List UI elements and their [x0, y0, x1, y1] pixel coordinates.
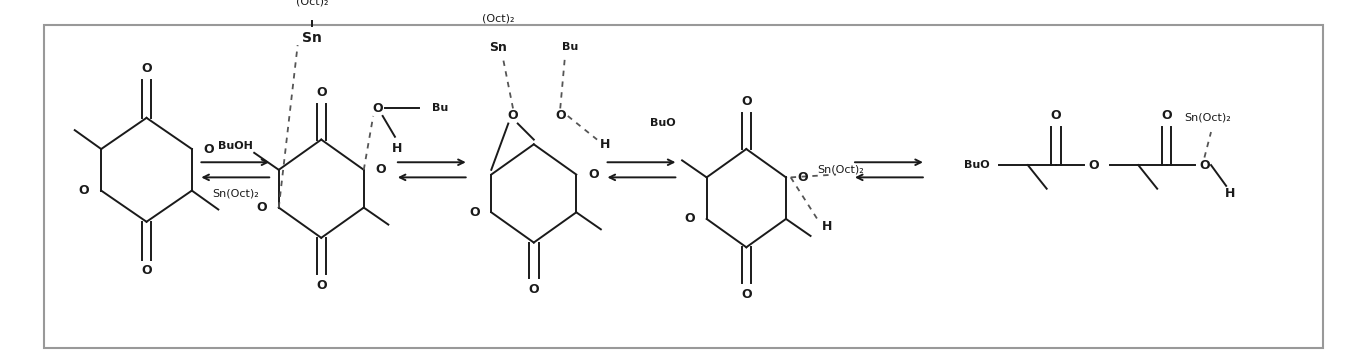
Text: O: O — [1199, 159, 1210, 172]
FancyBboxPatch shape — [44, 25, 1323, 348]
Text: O: O — [798, 171, 808, 184]
Text: O: O — [141, 62, 152, 75]
Text: O: O — [529, 283, 539, 296]
Text: Sn(Oct)₂: Sn(Oct)₂ — [1184, 113, 1230, 123]
Text: O: O — [376, 163, 385, 176]
Text: O: O — [507, 109, 518, 122]
Text: BuO: BuO — [964, 160, 990, 170]
Text: O: O — [741, 288, 752, 301]
Text: H: H — [391, 142, 402, 155]
Text: Sn: Sn — [302, 30, 321, 45]
Text: BuO: BuO — [651, 118, 677, 127]
Text: (Oct)₂: (Oct)₂ — [295, 0, 328, 7]
Text: Bu: Bu — [562, 42, 578, 52]
Text: O: O — [141, 264, 152, 278]
Text: (Oct)₂: (Oct)₂ — [481, 14, 514, 24]
Text: O: O — [1162, 109, 1172, 122]
Text: Sn(Oct)₂: Sn(Oct)₂ — [817, 165, 864, 175]
Text: O: O — [1051, 109, 1061, 122]
Text: O: O — [685, 212, 694, 225]
Text: O: O — [469, 206, 480, 219]
Text: O: O — [204, 143, 215, 155]
Text: Sn(Oct)₂: Sn(Oct)₂ — [212, 188, 258, 199]
Text: O: O — [741, 95, 752, 108]
Text: BuOH: BuOH — [217, 141, 253, 151]
Text: O: O — [316, 279, 327, 292]
Text: H: H — [822, 220, 831, 233]
Text: H: H — [600, 138, 610, 151]
Text: Bu: Bu — [432, 103, 448, 113]
Text: Sn: Sn — [489, 40, 507, 53]
Text: O: O — [1088, 159, 1099, 172]
Text: H: H — [1225, 187, 1236, 200]
Text: O: O — [588, 168, 599, 181]
Text: O: O — [257, 201, 267, 214]
Text: O: O — [79, 184, 89, 197]
Text: O: O — [555, 109, 566, 122]
Text: O: O — [316, 86, 327, 99]
Text: O: O — [373, 102, 383, 115]
